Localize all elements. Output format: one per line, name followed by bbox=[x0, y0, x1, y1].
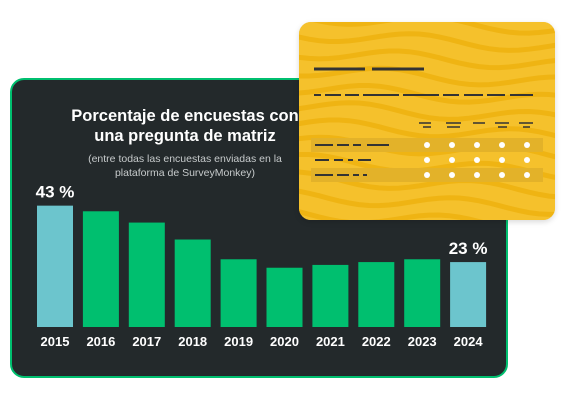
tick-label-2020: 2020 bbox=[270, 334, 299, 349]
bar-2017 bbox=[128, 222, 165, 327]
chart-title: Porcentaje de encuestas con una pregunta… bbox=[71, 107, 299, 145]
data-label-2024: 23 % bbox=[449, 239, 488, 258]
data-label-2015: 43 % bbox=[36, 183, 75, 202]
wave-stroke bbox=[299, 100, 555, 122]
radio-button bbox=[449, 157, 455, 163]
radio-button bbox=[474, 172, 480, 178]
chart-subtitle: (entre todas las encuestas enviadas en l… bbox=[88, 153, 282, 179]
radio-button bbox=[474, 157, 480, 163]
bar-2018 bbox=[174, 239, 211, 327]
wave-stroke bbox=[299, 188, 555, 217]
radio-button bbox=[474, 142, 480, 148]
bar-2015 bbox=[37, 205, 73, 327]
bar-2019 bbox=[220, 259, 257, 327]
wave-stroke bbox=[299, 65, 555, 88]
radio-button bbox=[499, 157, 505, 163]
radio-button bbox=[424, 142, 430, 148]
wave-stroke bbox=[312, 22, 555, 36]
radio-button bbox=[449, 142, 455, 148]
radio-button bbox=[524, 172, 530, 178]
wave-stroke bbox=[299, 31, 555, 53]
radio-button bbox=[424, 172, 430, 178]
tick-label-2021: 2021 bbox=[316, 334, 345, 349]
wave-stroke bbox=[299, 48, 555, 71]
tick-label-2022: 2022 bbox=[362, 334, 391, 349]
radio-button bbox=[499, 142, 505, 148]
bar-2021 bbox=[312, 264, 349, 327]
wave-stroke bbox=[299, 209, 484, 220]
tick-label-2017: 2017 bbox=[132, 334, 161, 349]
tick-label-2016: 2016 bbox=[86, 334, 115, 349]
tick-label-2018: 2018 bbox=[178, 334, 207, 349]
radio-button bbox=[499, 172, 505, 178]
bar-2020 bbox=[266, 267, 303, 327]
bar-2024 bbox=[450, 262, 487, 327]
radio-button bbox=[449, 172, 455, 178]
radio-button bbox=[424, 157, 430, 163]
radio-button bbox=[524, 142, 530, 148]
bar-2022 bbox=[358, 262, 395, 327]
bar-2016 bbox=[82, 211, 119, 327]
tick-label-2024: 2024 bbox=[454, 334, 484, 349]
tick-label-2023: 2023 bbox=[408, 334, 437, 349]
wave-stroke bbox=[299, 117, 555, 140]
tick-label-2019: 2019 bbox=[224, 334, 253, 349]
bar-2023 bbox=[404, 259, 441, 327]
survey-form-illustration bbox=[299, 22, 555, 220]
survey-form-graphic bbox=[299, 22, 555, 220]
radio-button bbox=[524, 157, 530, 163]
tick-label-2015: 2015 bbox=[41, 334, 70, 349]
